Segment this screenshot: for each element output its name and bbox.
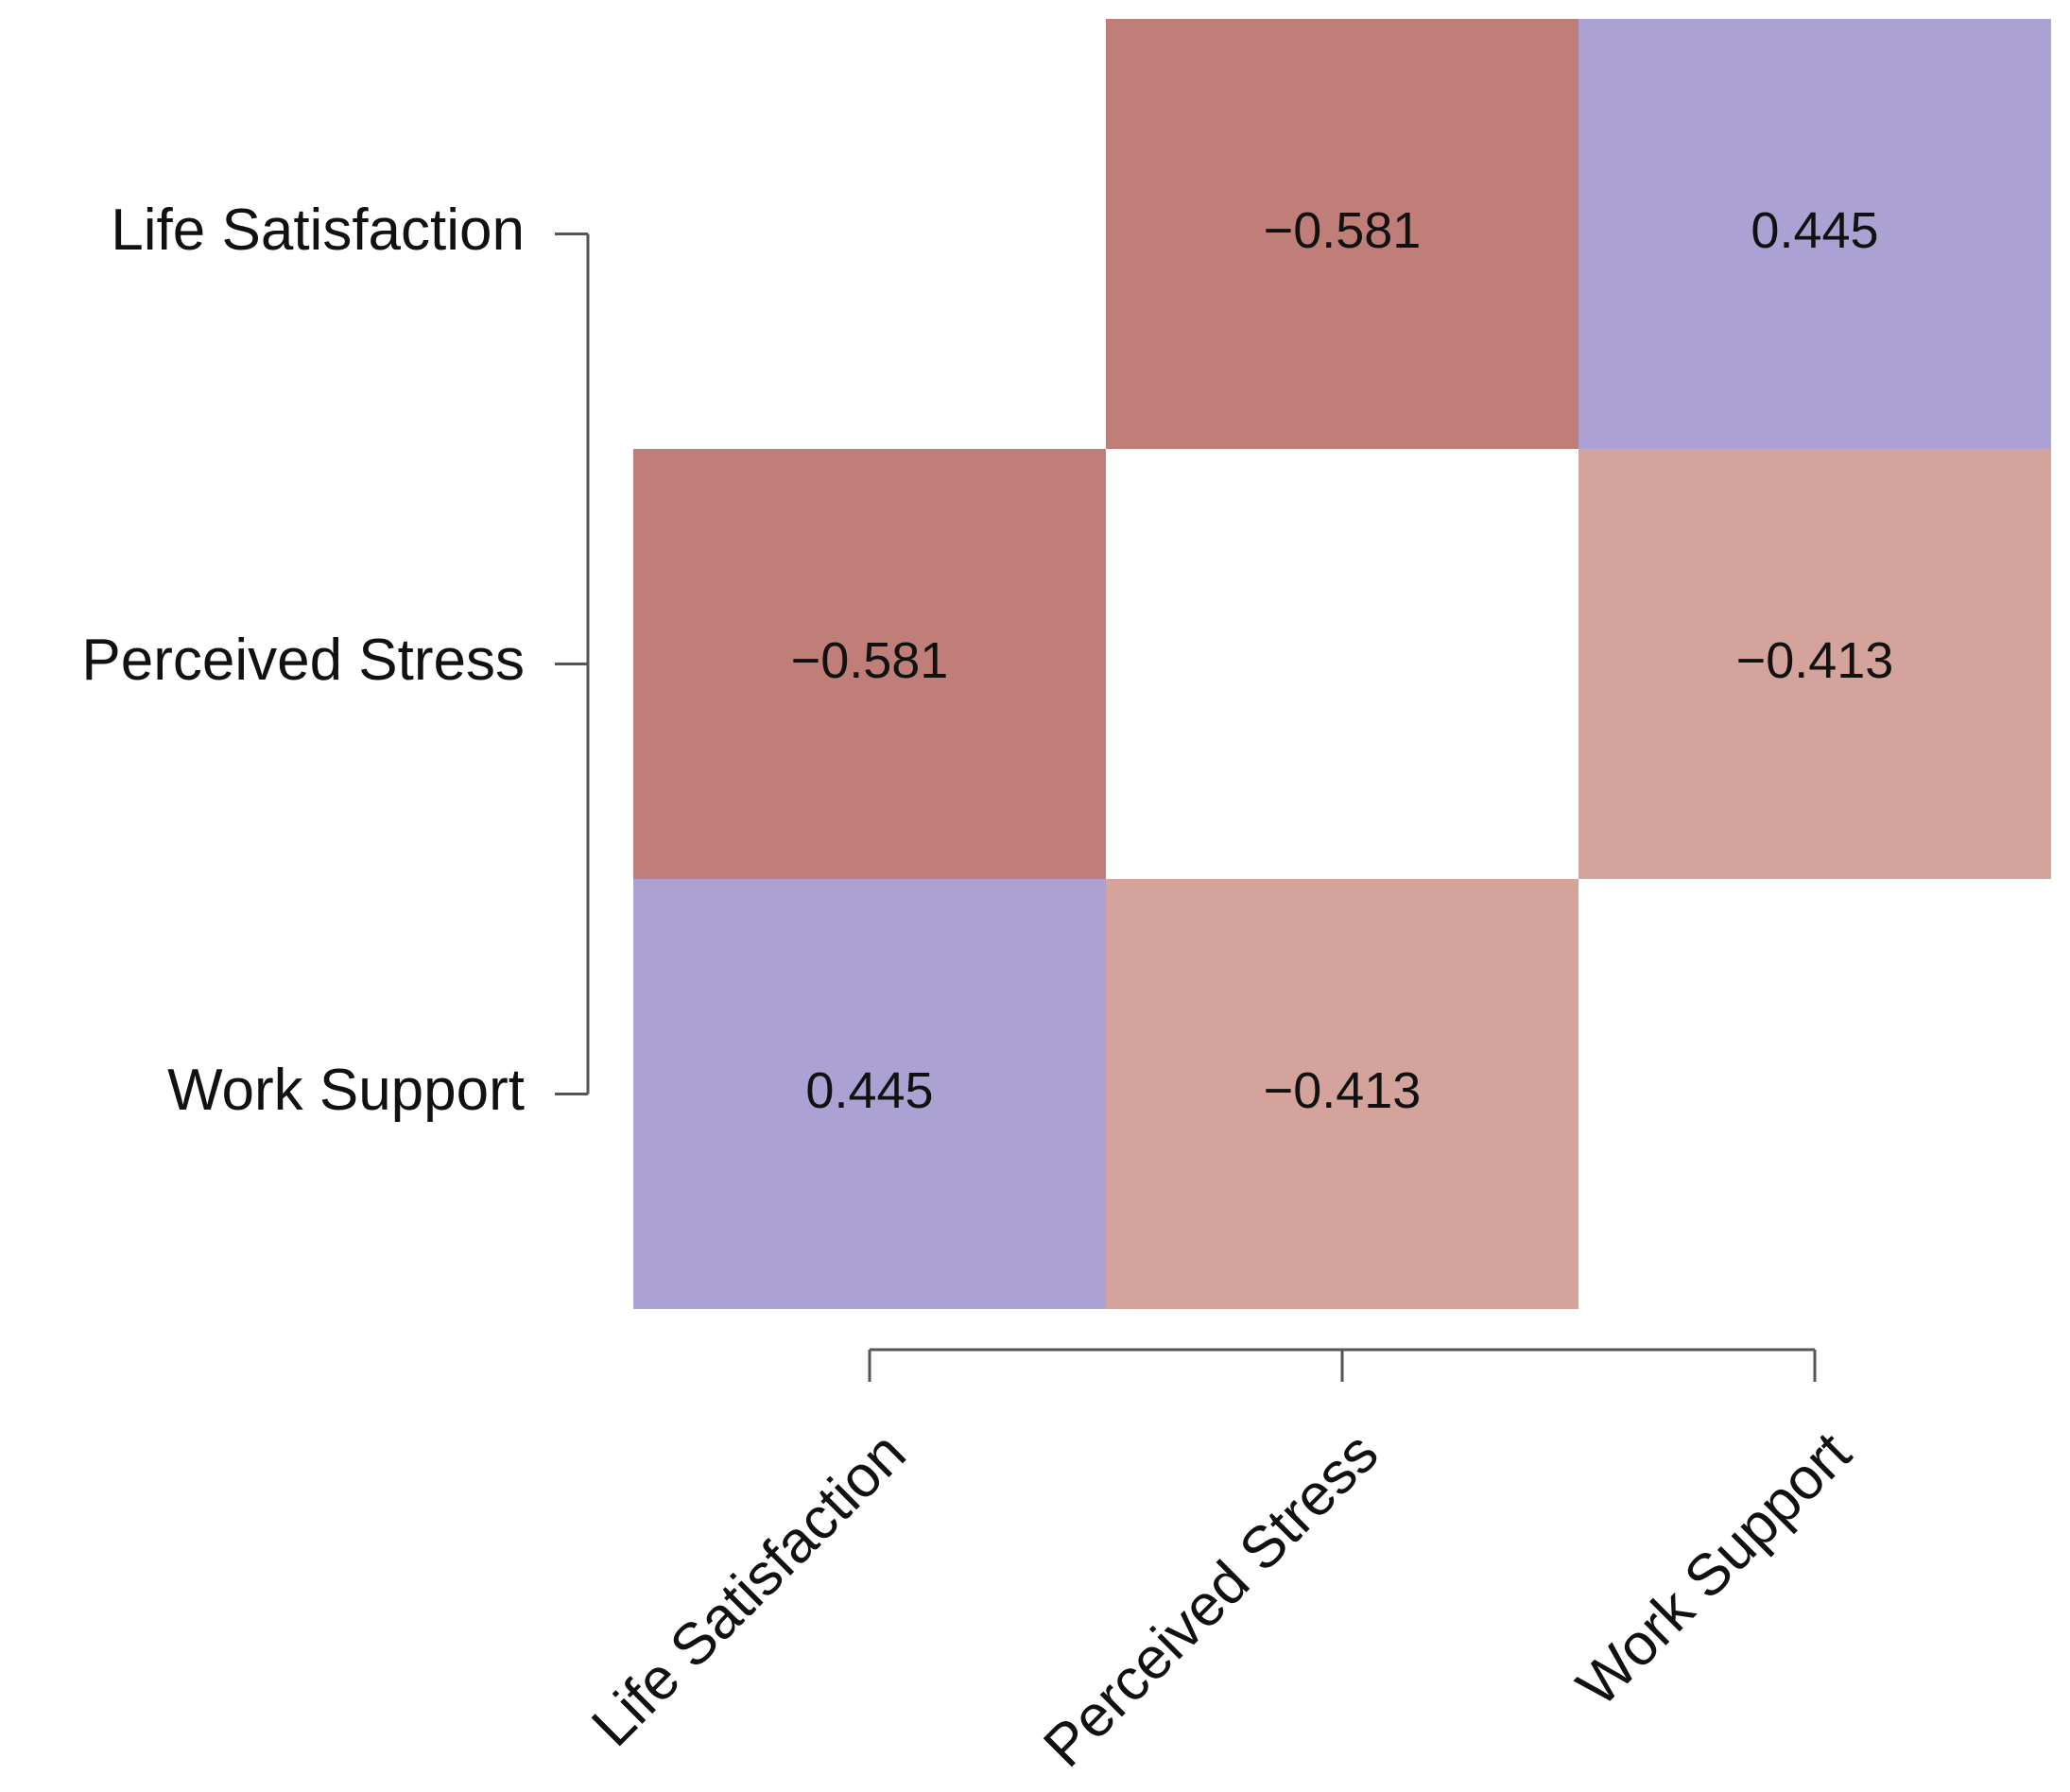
heatmap-cell [1578, 19, 2051, 449]
cell-value-label: 0.445 [805, 1062, 933, 1119]
heatmap-cell [633, 449, 1106, 879]
cell-value-label: −0.413 [1736, 632, 1894, 689]
y-axis: Life Satisfaction Perceived Stress Work … [81, 198, 590, 1123]
y-tick-label: Perceived Stress [81, 628, 525, 693]
heatmap-cell-diagonal [1106, 449, 1578, 879]
x-tick-label: Work Support [1564, 1421, 1863, 1719]
heatmap-cells [633, 19, 2051, 1309]
cell-value-label: −0.581 [1264, 202, 1422, 259]
heatmap-cell [1106, 879, 1578, 1309]
heatmap-cell-labels: −0.581 0.445 −0.581 −0.413 0.445 −0.413 [791, 202, 1894, 1119]
x-tick-label: Perceived Stress [1031, 1421, 1390, 1780]
x-tick-label: Life Satisfaction [579, 1421, 918, 1759]
heatmap-cell-diagonal [1578, 879, 2051, 1309]
cell-value-label: 0.445 [1751, 202, 1878, 259]
y-tick-label: Life Satisfaction [111, 198, 525, 263]
cell-value-label: −0.413 [1264, 1062, 1422, 1119]
heatmap-cell [1106, 19, 1578, 449]
heatmap-cell [633, 879, 1106, 1309]
cell-value-label: −0.581 [791, 632, 949, 689]
heatmap-cell-diagonal [633, 19, 1106, 449]
x-axis: Life Satisfaction Perceived Stress Work … [579, 1348, 1863, 1780]
heatmap-cell [1578, 449, 2051, 879]
y-tick-label: Work Support [167, 1058, 525, 1123]
